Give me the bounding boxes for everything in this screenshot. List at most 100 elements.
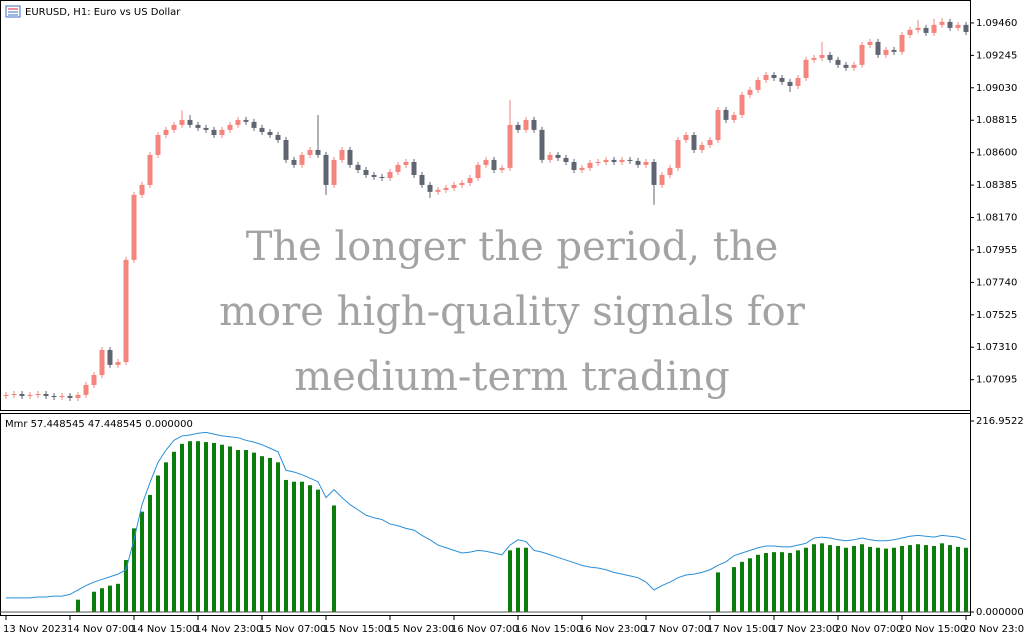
candle-body bbox=[347, 149, 353, 165]
candle-body bbox=[355, 164, 361, 171]
histogram-bar bbox=[332, 505, 336, 612]
candle-body bbox=[27, 394, 33, 396]
histogram-bar bbox=[788, 553, 792, 612]
candle-body bbox=[499, 167, 505, 171]
y-tick-label: 1.09245 bbox=[976, 50, 1017, 61]
candle-body bbox=[427, 184, 433, 192]
candle-body bbox=[795, 77, 801, 86]
histogram-bar bbox=[836, 545, 840, 612]
candle-body bbox=[443, 187, 449, 190]
histogram-bar bbox=[964, 547, 968, 612]
histogram-bar bbox=[308, 485, 312, 612]
candle-body bbox=[843, 64, 849, 68]
candle-body bbox=[275, 135, 281, 140]
histogram-bar bbox=[268, 457, 272, 612]
histogram-bar bbox=[796, 550, 800, 612]
candle-body bbox=[899, 34, 905, 52]
candle-body bbox=[875, 41, 881, 55]
candle-body bbox=[3, 394, 9, 396]
candle-body bbox=[723, 109, 729, 120]
candle-body bbox=[331, 159, 337, 185]
histogram-bar bbox=[164, 462, 168, 612]
candle-body bbox=[851, 64, 857, 68]
candle-body bbox=[619, 159, 625, 163]
histogram-bar bbox=[884, 548, 888, 612]
candle-body bbox=[883, 49, 889, 55]
candle-body bbox=[835, 59, 841, 65]
histogram-bar bbox=[756, 554, 760, 612]
candle-body bbox=[579, 167, 585, 171]
x-tick-label: 14 Nov 07:00 bbox=[67, 624, 134, 635]
candle-body bbox=[203, 127, 209, 130]
candle-body bbox=[283, 139, 289, 160]
candle-body bbox=[891, 49, 897, 52]
candle-body bbox=[251, 121, 257, 128]
histogram-bar bbox=[292, 481, 296, 612]
candle-body bbox=[83, 384, 89, 395]
y-tick-label: 1.07740 bbox=[976, 277, 1017, 288]
candle-body bbox=[659, 174, 665, 185]
candle-body bbox=[827, 54, 833, 60]
histogram-bar bbox=[228, 446, 232, 612]
candle-body bbox=[379, 176, 385, 178]
histogram-bar bbox=[828, 545, 832, 612]
candle-body bbox=[603, 159, 609, 163]
candle-body bbox=[363, 170, 369, 175]
candle-body bbox=[123, 259, 129, 363]
candle-body bbox=[411, 162, 417, 175]
histogram-bar bbox=[868, 546, 872, 612]
candle-body bbox=[35, 394, 41, 396]
histogram-bar bbox=[148, 494, 152, 612]
candle-body bbox=[131, 194, 137, 260]
overlay-text: The longer the period, the bbox=[246, 224, 779, 270]
candle-body bbox=[43, 394, 49, 396]
histogram-bar bbox=[956, 546, 960, 612]
histogram-bar bbox=[812, 544, 816, 612]
candle-body bbox=[731, 114, 737, 120]
histogram-bar bbox=[876, 547, 880, 612]
candle-body bbox=[395, 164, 401, 172]
candle-body bbox=[947, 21, 953, 28]
candle-body bbox=[635, 160, 641, 165]
candle-body bbox=[315, 149, 321, 155]
histogram-bar bbox=[932, 545, 936, 612]
x-tick-label: 15 Nov 07:00 bbox=[259, 624, 326, 635]
histogram-bar bbox=[948, 545, 952, 612]
y-tick-label: 216.952206 bbox=[976, 416, 1024, 427]
candle-body bbox=[211, 129, 217, 136]
histogram-bar bbox=[820, 543, 824, 612]
candle-body bbox=[299, 154, 305, 165]
candle-body bbox=[915, 27, 921, 30]
candle-body bbox=[867, 41, 873, 45]
y-tick-label: 1.07095 bbox=[976, 375, 1017, 386]
candle-body bbox=[955, 24, 961, 28]
candle-body bbox=[323, 154, 329, 185]
candle-body bbox=[675, 139, 681, 168]
y-tick-label: 1.08815 bbox=[976, 115, 1017, 126]
candle-body bbox=[779, 77, 785, 82]
histogram-bar bbox=[804, 547, 808, 612]
candle-body bbox=[531, 119, 537, 130]
candle-body bbox=[51, 395, 57, 398]
candle-body bbox=[931, 24, 937, 33]
candle-body bbox=[219, 129, 225, 136]
histogram-bar bbox=[140, 511, 144, 612]
candle-body bbox=[563, 157, 569, 163]
x-tick-label: 15 Nov 23:00 bbox=[387, 624, 454, 635]
candle-body bbox=[419, 174, 425, 185]
histogram-bar bbox=[132, 528, 136, 612]
histogram-bar bbox=[924, 545, 928, 612]
candle-body bbox=[171, 124, 177, 130]
x-tick-label: 17 Nov 07:00 bbox=[643, 624, 710, 635]
x-tick-label: 15 Nov 15:00 bbox=[323, 624, 390, 635]
candle-body bbox=[307, 149, 313, 155]
histogram-bar bbox=[844, 547, 848, 612]
histogram-bar bbox=[908, 545, 912, 612]
histogram-bar bbox=[716, 572, 720, 612]
histogram-bar bbox=[516, 547, 520, 612]
candle-body bbox=[667, 167, 673, 175]
x-tick-label: 14 Nov 23:00 bbox=[195, 624, 262, 635]
candle-body bbox=[699, 144, 705, 150]
candle-body bbox=[595, 162, 601, 164]
